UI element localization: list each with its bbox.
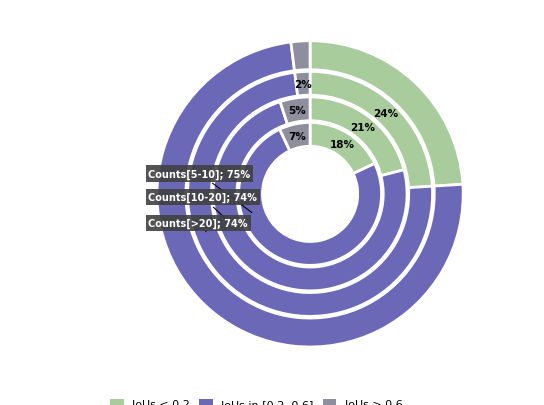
- Text: 5%: 5%: [288, 106, 306, 115]
- Wedge shape: [239, 130, 381, 266]
- Wedge shape: [157, 43, 463, 347]
- Legend: IoUs < 0.2, IoUs in [0.2, 0.6], IoUs > 0.6: IoUs < 0.2, IoUs in [0.2, 0.6], IoUs > 0…: [106, 394, 407, 405]
- Wedge shape: [310, 98, 404, 176]
- Wedge shape: [310, 72, 432, 188]
- Text: 18%: 18%: [330, 139, 355, 149]
- Text: 2%: 2%: [294, 79, 312, 89]
- Text: 21%: 21%: [350, 122, 375, 132]
- Text: Counts[5-10]; 75%: Counts[5-10]; 75%: [149, 169, 252, 213]
- Wedge shape: [310, 123, 375, 174]
- Wedge shape: [295, 72, 310, 97]
- Text: Counts[>20]; 74%: Counts[>20]; 74%: [149, 218, 248, 232]
- Wedge shape: [213, 102, 407, 291]
- Text: Counts[10-20]; 74%: Counts[10-20]; 74%: [149, 193, 257, 222]
- Wedge shape: [280, 123, 310, 151]
- Text: 7%: 7%: [288, 132, 306, 141]
- Wedge shape: [188, 73, 432, 317]
- Wedge shape: [291, 42, 310, 72]
- Text: 24%: 24%: [373, 109, 398, 119]
- Wedge shape: [310, 42, 463, 187]
- Wedge shape: [280, 98, 310, 125]
